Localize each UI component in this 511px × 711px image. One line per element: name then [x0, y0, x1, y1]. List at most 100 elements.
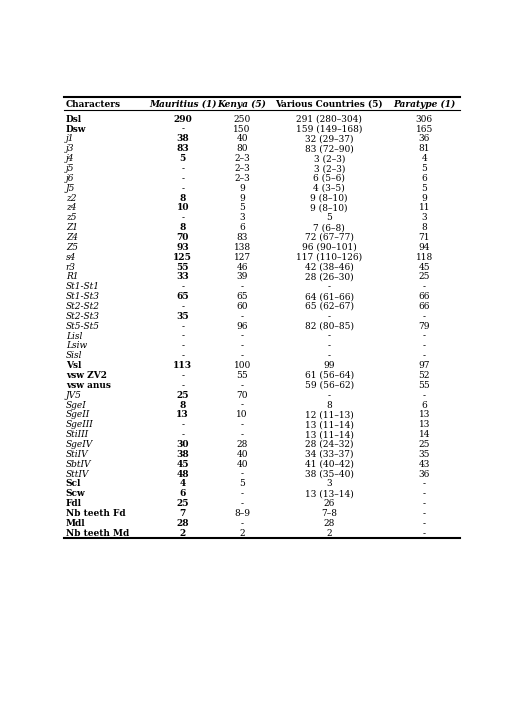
Text: -: -	[181, 213, 184, 223]
Text: 45: 45	[176, 460, 189, 469]
Text: 25: 25	[419, 440, 430, 449]
Text: 13 (13–14): 13 (13–14)	[305, 489, 354, 498]
Text: 117 (110–126): 117 (110–126)	[296, 252, 362, 262]
Text: -: -	[241, 430, 244, 439]
Text: 81: 81	[419, 144, 430, 154]
Text: 5: 5	[239, 479, 245, 488]
Text: 6: 6	[179, 489, 186, 498]
Text: 65: 65	[236, 292, 248, 301]
Text: 100: 100	[234, 361, 251, 370]
Text: 38 (35–40): 38 (35–40)	[305, 469, 354, 479]
Text: Vsl: Vsl	[66, 361, 81, 370]
Text: -: -	[181, 331, 184, 341]
Text: StiIII: StiIII	[66, 430, 89, 439]
Text: 35: 35	[176, 312, 189, 321]
Text: 9 (8–10): 9 (8–10)	[311, 203, 348, 213]
Text: 26: 26	[323, 499, 335, 508]
Text: 64 (61–66): 64 (61–66)	[305, 292, 354, 301]
Text: 30: 30	[176, 440, 189, 449]
Text: 13: 13	[176, 410, 189, 419]
Text: s4: s4	[66, 252, 76, 262]
Text: 71: 71	[419, 233, 430, 242]
Text: j5: j5	[66, 164, 75, 173]
Text: 7 (6–8): 7 (6–8)	[313, 223, 345, 232]
Text: St1-St1: St1-St1	[66, 282, 100, 292]
Text: -: -	[423, 390, 426, 400]
Text: 8–9: 8–9	[234, 509, 250, 518]
Text: 65 (62–67): 65 (62–67)	[305, 302, 354, 311]
Text: Mauritius (1): Mauritius (1)	[149, 100, 217, 109]
Text: -: -	[181, 302, 184, 311]
Text: 8: 8	[327, 400, 332, 410]
Text: Z4: Z4	[66, 233, 78, 242]
Text: 290: 290	[173, 114, 192, 124]
Text: 8: 8	[422, 223, 427, 232]
Text: 9 (8–10): 9 (8–10)	[311, 193, 348, 203]
Text: -: -	[181, 174, 184, 183]
Text: 83: 83	[176, 144, 189, 154]
Text: 97: 97	[419, 361, 430, 370]
Text: 25: 25	[176, 499, 189, 508]
Text: 33: 33	[176, 272, 189, 282]
Text: 2: 2	[327, 529, 332, 538]
Text: 306: 306	[415, 114, 433, 124]
Text: -: -	[423, 351, 426, 360]
Text: 55: 55	[419, 381, 430, 390]
Text: Paratype (1): Paratype (1)	[393, 100, 455, 109]
Text: Characters: Characters	[66, 100, 121, 109]
Text: Fdl: Fdl	[66, 499, 82, 508]
Text: 118: 118	[415, 252, 433, 262]
Text: 8: 8	[179, 193, 186, 203]
Text: 70: 70	[176, 233, 189, 242]
Text: 3: 3	[327, 479, 332, 488]
Text: -: -	[181, 371, 184, 380]
Text: -: -	[241, 282, 244, 292]
Text: 6 (5–6): 6 (5–6)	[313, 174, 345, 183]
Text: 38: 38	[176, 134, 189, 144]
Text: z5: z5	[66, 213, 76, 223]
Text: 5: 5	[179, 154, 186, 164]
Text: 43: 43	[419, 460, 430, 469]
Text: SgeII: SgeII	[66, 410, 90, 419]
Text: -: -	[423, 529, 426, 538]
Text: R1: R1	[66, 272, 78, 282]
Text: 6: 6	[239, 223, 245, 232]
Text: Lsiw: Lsiw	[66, 341, 87, 351]
Text: Scl: Scl	[66, 479, 81, 488]
Text: -: -	[241, 420, 244, 429]
Text: 66: 66	[419, 302, 430, 311]
Text: j3: j3	[66, 144, 75, 154]
Text: j1: j1	[66, 134, 75, 144]
Text: Sisl: Sisl	[66, 351, 82, 360]
Text: 9: 9	[422, 193, 427, 203]
Text: Scw: Scw	[66, 489, 86, 498]
Text: 8: 8	[179, 400, 186, 410]
Text: 250: 250	[234, 114, 251, 124]
Text: -: -	[181, 183, 184, 193]
Text: 40: 40	[236, 460, 248, 469]
Text: z2: z2	[66, 193, 76, 203]
Text: SbtIV: SbtIV	[66, 460, 91, 469]
Text: SgeIV: SgeIV	[66, 440, 93, 449]
Text: -: -	[181, 420, 184, 429]
Text: -: -	[181, 351, 184, 360]
Text: 2: 2	[179, 529, 186, 538]
Text: 52: 52	[419, 371, 430, 380]
Text: -: -	[423, 499, 426, 508]
Text: -: -	[423, 312, 426, 321]
Text: J5: J5	[66, 183, 75, 193]
Text: 35: 35	[419, 450, 430, 459]
Text: Dsw: Dsw	[66, 124, 86, 134]
Text: -: -	[423, 341, 426, 351]
Text: -: -	[241, 400, 244, 410]
Text: 40: 40	[236, 134, 248, 144]
Text: 12 (11–13): 12 (11–13)	[305, 410, 354, 419]
Text: 34 (33–37): 34 (33–37)	[305, 450, 354, 459]
Text: 83: 83	[237, 233, 248, 242]
Text: -: -	[423, 479, 426, 488]
Text: -: -	[241, 351, 244, 360]
Text: 3: 3	[422, 213, 427, 223]
Text: 9: 9	[239, 193, 245, 203]
Text: -: -	[181, 341, 184, 351]
Text: Nb teeth Md: Nb teeth Md	[66, 529, 129, 538]
